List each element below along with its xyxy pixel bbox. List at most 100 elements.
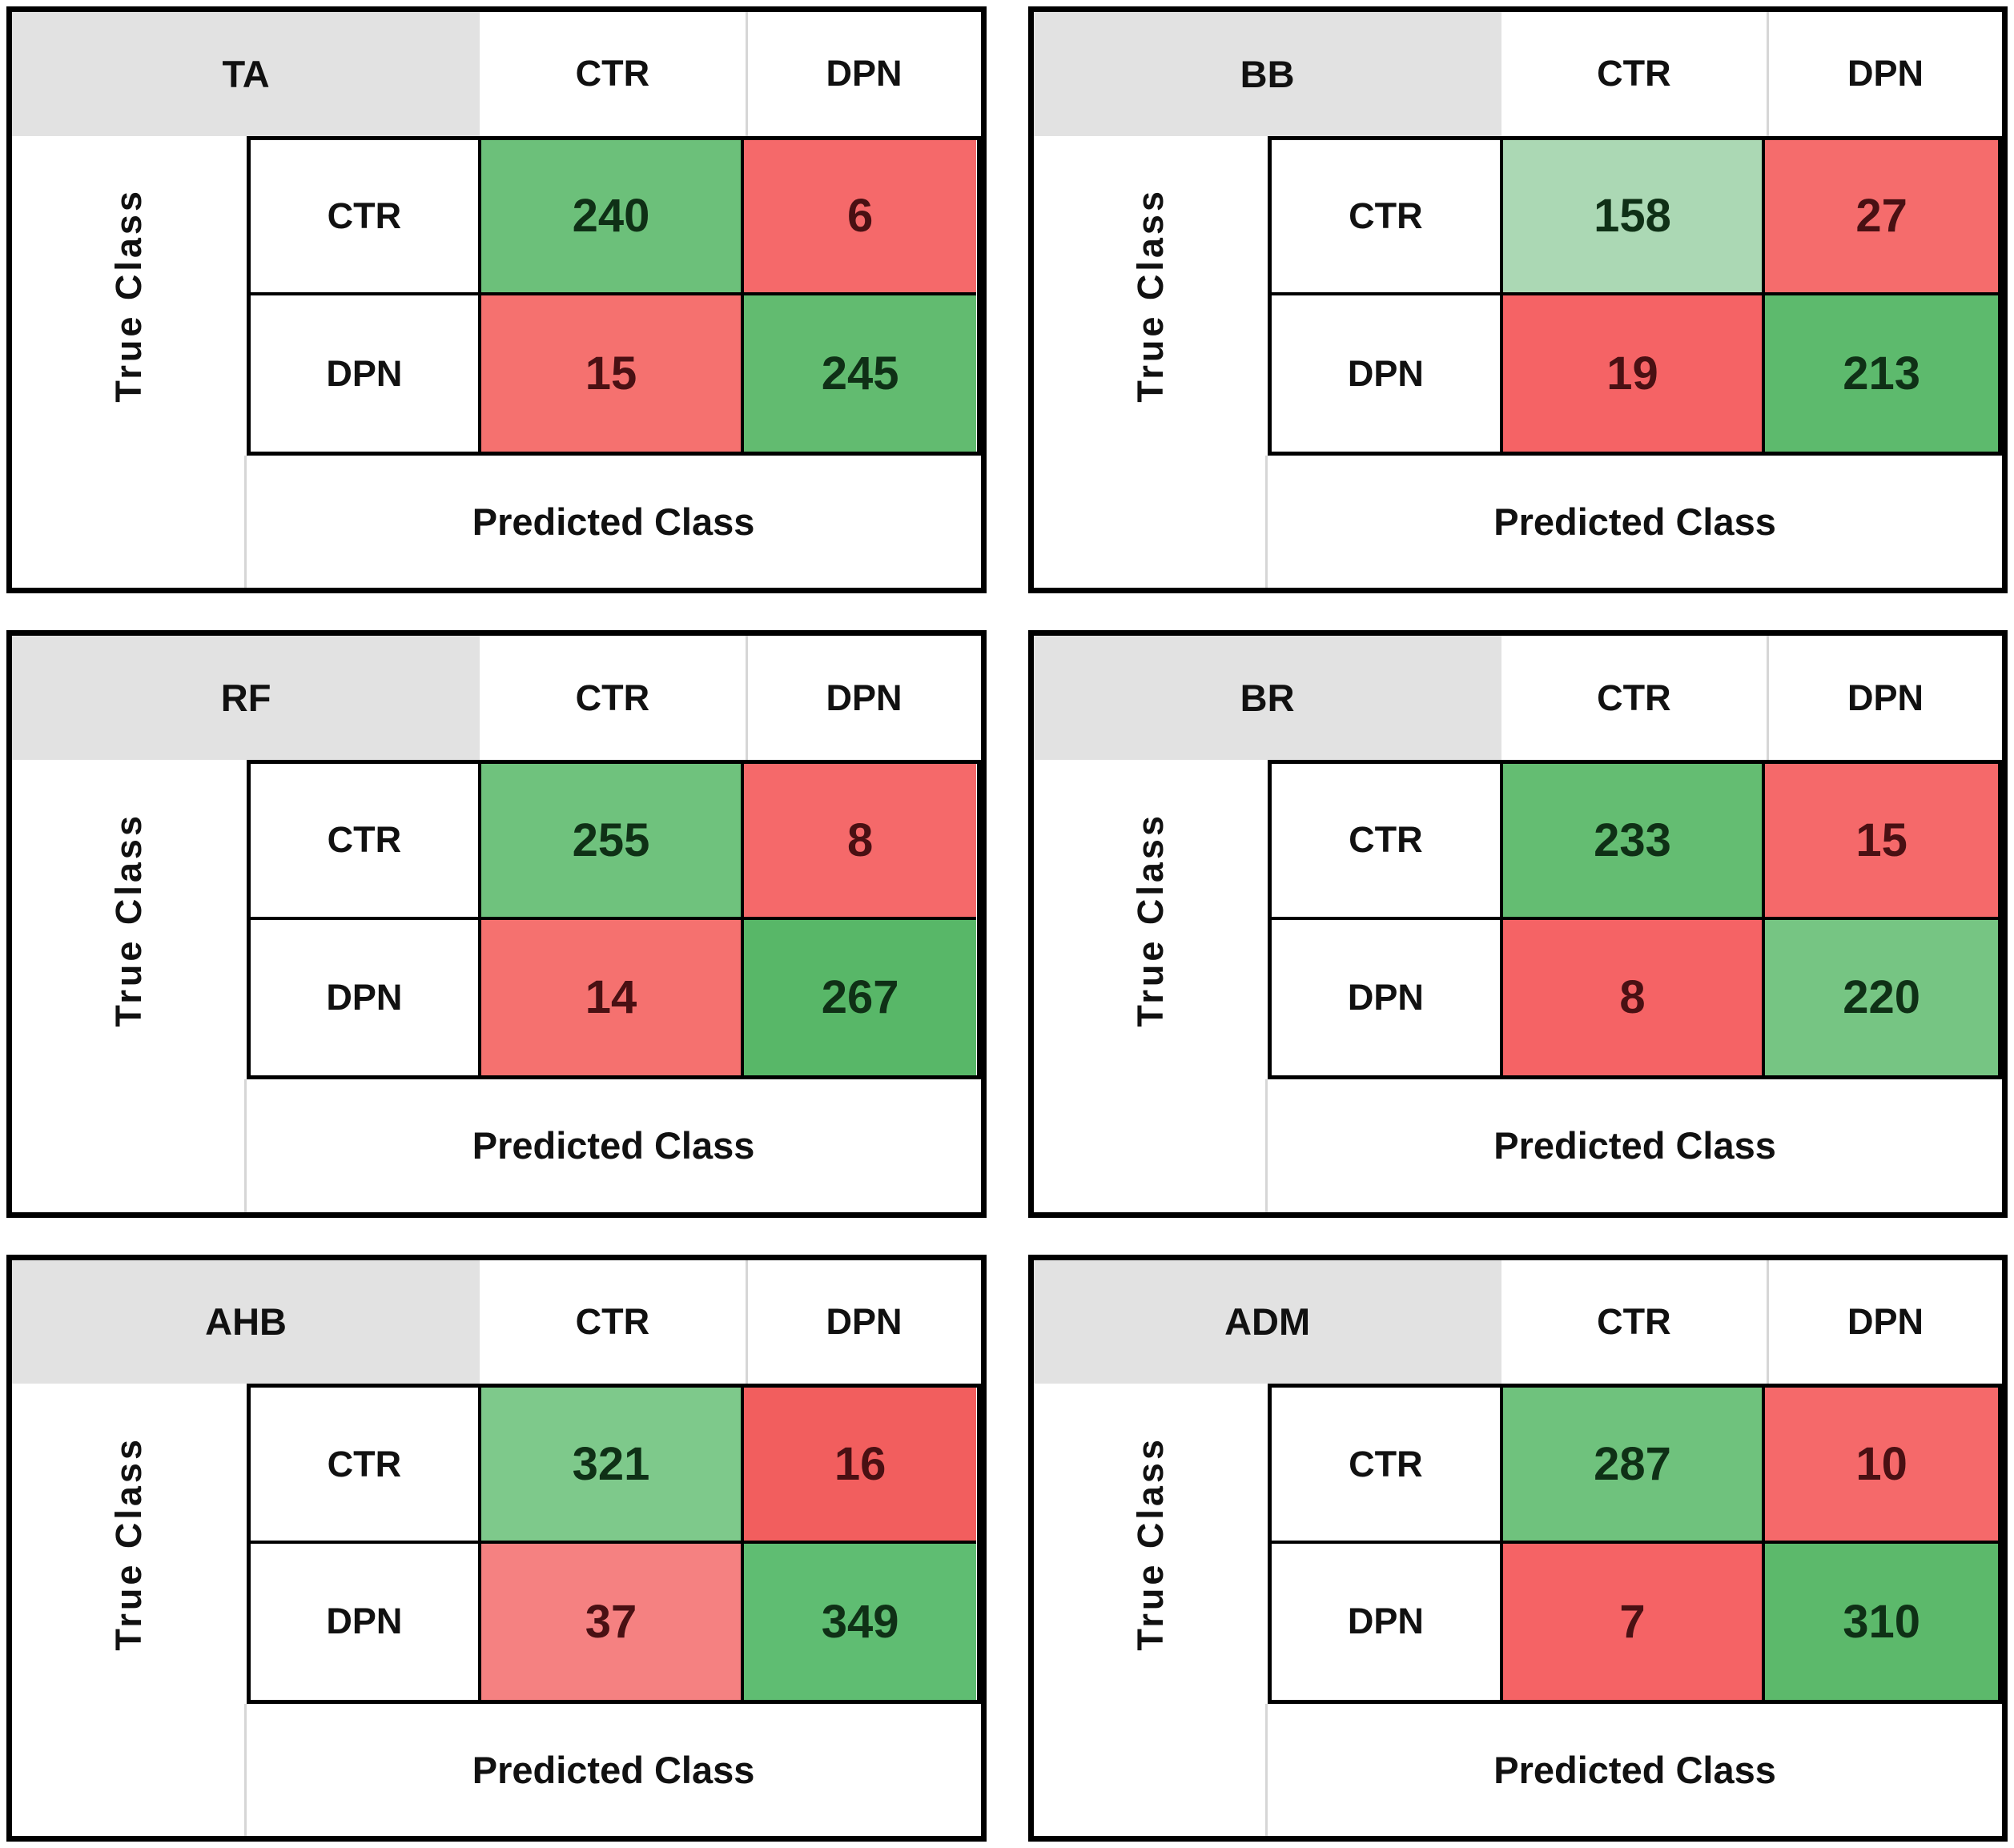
x-axis-label: Predicted Class (472, 500, 755, 544)
matrix-header: BB CTR DPN (1033, 12, 2003, 136)
cell-true-dpn-pred-ctr: 15 (481, 295, 744, 452)
y-axis-label: True Class (108, 188, 150, 404)
matrix-body: True Class CTR 240 6 DPN 15 245 (12, 135, 981, 456)
matrix-footer: Predicted Class (12, 455, 981, 589)
col-header-ctr: CTR (1597, 677, 1671, 718)
footer-spacer (1034, 455, 1268, 589)
footer-spacer (12, 455, 247, 589)
cell-true-ctr-pred-ctr: 255 (481, 763, 744, 920)
col-header-ctr: CTR (1597, 1300, 1671, 1342)
footer-spacer (12, 1079, 247, 1212)
cell-true-dpn-pred-dpn: 213 (1765, 295, 1998, 452)
matrix-grid: CTR 158 27 DPN 19 213 (1268, 135, 2002, 456)
cell-true-dpn-pred-ctr: 37 (481, 1543, 744, 1700)
matrix-grid: CTR 255 8 DPN 14 267 (246, 759, 981, 1080)
matrix-header: BR CTR DPN (1033, 636, 2003, 760)
cell-true-dpn-pred-ctr: 19 (1502, 295, 1766, 452)
cell-true-ctr-pred-ctr: 158 (1502, 139, 1766, 296)
footer-spacer (1034, 1703, 1268, 1836)
matrix-footer: Predicted Class (12, 1703, 981, 1836)
col-header-dpn: DPN (1767, 636, 2002, 760)
cell-true-dpn-pred-dpn: 245 (743, 295, 977, 452)
cell-true-dpn-pred-dpn: 349 (743, 1543, 977, 1700)
cell-true-dpn-pred-dpn: 267 (743, 919, 977, 1076)
cell-true-dpn-pred-ctr: 14 (481, 919, 744, 1076)
confusion-matrix-bb: BB CTR DPN True Class CTR 158 27 DPN 19 … (1027, 6, 2008, 594)
col-header-ctr: CTR (575, 677, 650, 718)
row-header-dpn: DPN (1272, 919, 1503, 1076)
matrix-header: TA CTR DPN (12, 12, 981, 136)
col-header-dpn: DPN (1767, 1259, 2002, 1384)
matrix-title: TA (12, 12, 480, 136)
matrix-grid: CTR 287 10 DPN 7 310 (1268, 1384, 2002, 1704)
y-axis-label: True Class (1129, 812, 1171, 1027)
matrix-title: BR (1033, 636, 1501, 760)
cell-true-ctr-pred-dpn: 6 (743, 139, 977, 296)
y-axis-label-container: True Class (12, 1384, 247, 1703)
cell-true-ctr-pred-ctr: 233 (1502, 763, 1766, 920)
footer-spacer (1034, 1079, 1268, 1212)
cell-true-dpn-pred-ctr: 7 (1502, 1543, 1766, 1700)
matrix-header: AHB CTR DPN (12, 1259, 981, 1384)
row-header-dpn: DPN (250, 919, 482, 1076)
confusion-matrix-ta: TA CTR DPN True Class CTR 240 6 DPN 15 2… (6, 6, 987, 594)
matrix-footer: Predicted Class (1034, 1079, 2003, 1212)
matrix-body: True Class CTR 287 10 DPN 7 310 (1034, 1384, 2002, 1704)
matrix-footer: Predicted Class (1034, 455, 2003, 589)
matrix-body: True Class CTR 233 15 DPN 8 220 (1034, 759, 2002, 1080)
matrix-title: BB (1033, 12, 1501, 136)
x-axis-label: Predicted Class (1493, 500, 1776, 544)
cell-true-ctr-pred-dpn: 27 (1765, 139, 1998, 296)
col-header-dpn: DPN (1767, 12, 2002, 136)
matrix-body: True Class CTR 255 8 DPN 14 267 (12, 759, 981, 1080)
cell-true-dpn-pred-dpn: 310 (1765, 1543, 1998, 1700)
matrix-title: AHB (12, 1259, 480, 1384)
x-axis-label: Predicted Class (1493, 1748, 1776, 1791)
matrix-footer: Predicted Class (1034, 1703, 2003, 1836)
matrix-body: True Class CTR 158 27 DPN 19 213 (1034, 135, 2002, 456)
x-axis-label: Predicted Class (1493, 1124, 1776, 1167)
row-header-ctr: CTR (1272, 763, 1503, 920)
cell-true-ctr-pred-ctr: 287 (1502, 1388, 1766, 1544)
col-header-dpn: DPN (745, 636, 981, 760)
y-axis-label: True Class (1129, 1436, 1171, 1651)
matrix-title: ADM (1033, 1259, 1501, 1384)
y-axis-label-container: True Class (1034, 136, 1268, 456)
cell-true-dpn-pred-dpn: 220 (1765, 919, 1998, 1076)
row-header-ctr: CTR (250, 763, 482, 920)
row-header-ctr: CTR (250, 139, 482, 296)
matrix-grid: CTR 240 6 DPN 15 245 (246, 135, 981, 456)
confusion-matrix-ahb: AHB CTR DPN True Class CTR 321 16 DPN 37… (6, 1254, 987, 1842)
cell-true-ctr-pred-dpn: 16 (743, 1388, 977, 1544)
cell-true-ctr-pred-ctr: 240 (481, 139, 744, 296)
matrix-grid: CTR 233 15 DPN 8 220 (1268, 759, 2002, 1080)
footer-spacer (12, 1703, 247, 1836)
cell-true-ctr-pred-dpn: 8 (743, 763, 977, 920)
row-header-ctr: CTR (1272, 1388, 1503, 1544)
matrix-header: RF CTR DPN (12, 636, 981, 760)
y-axis-label-container: True Class (1034, 760, 1268, 1079)
y-axis-label: True Class (108, 812, 150, 1027)
y-axis-label: True Class (1129, 188, 1171, 404)
matrix-title: RF (12, 636, 480, 760)
row-header-dpn: DPN (250, 1543, 482, 1700)
col-header-ctr: CTR (1597, 53, 1671, 94)
x-axis-label: Predicted Class (472, 1748, 755, 1791)
cell-true-ctr-pred-dpn: 10 (1765, 1388, 1998, 1544)
matrix-header: ADM CTR DPN (1033, 1259, 2003, 1384)
y-axis-label-container: True Class (12, 760, 247, 1079)
x-axis-label: Predicted Class (472, 1124, 755, 1167)
row-header-ctr: CTR (250, 1388, 482, 1544)
confusion-matrix-br: BR CTR DPN True Class CTR 233 15 DPN 8 2… (1027, 630, 2008, 1218)
matrix-grid: CTR 321 16 DPN 37 349 (246, 1384, 981, 1704)
col-header-dpn: DPN (745, 12, 981, 136)
row-header-ctr: CTR (1272, 139, 1503, 296)
cell-true-ctr-pred-dpn: 15 (1765, 763, 1998, 920)
confusion-matrix-rf: RF CTR DPN True Class CTR 255 8 DPN 14 2… (6, 630, 987, 1218)
matrix-footer: Predicted Class (12, 1079, 981, 1212)
col-header-ctr: CTR (575, 53, 650, 94)
matrix-body: True Class CTR 321 16 DPN 37 349 (12, 1384, 981, 1704)
y-axis-label-container: True Class (12, 136, 247, 456)
col-header-ctr: CTR (575, 1300, 650, 1342)
